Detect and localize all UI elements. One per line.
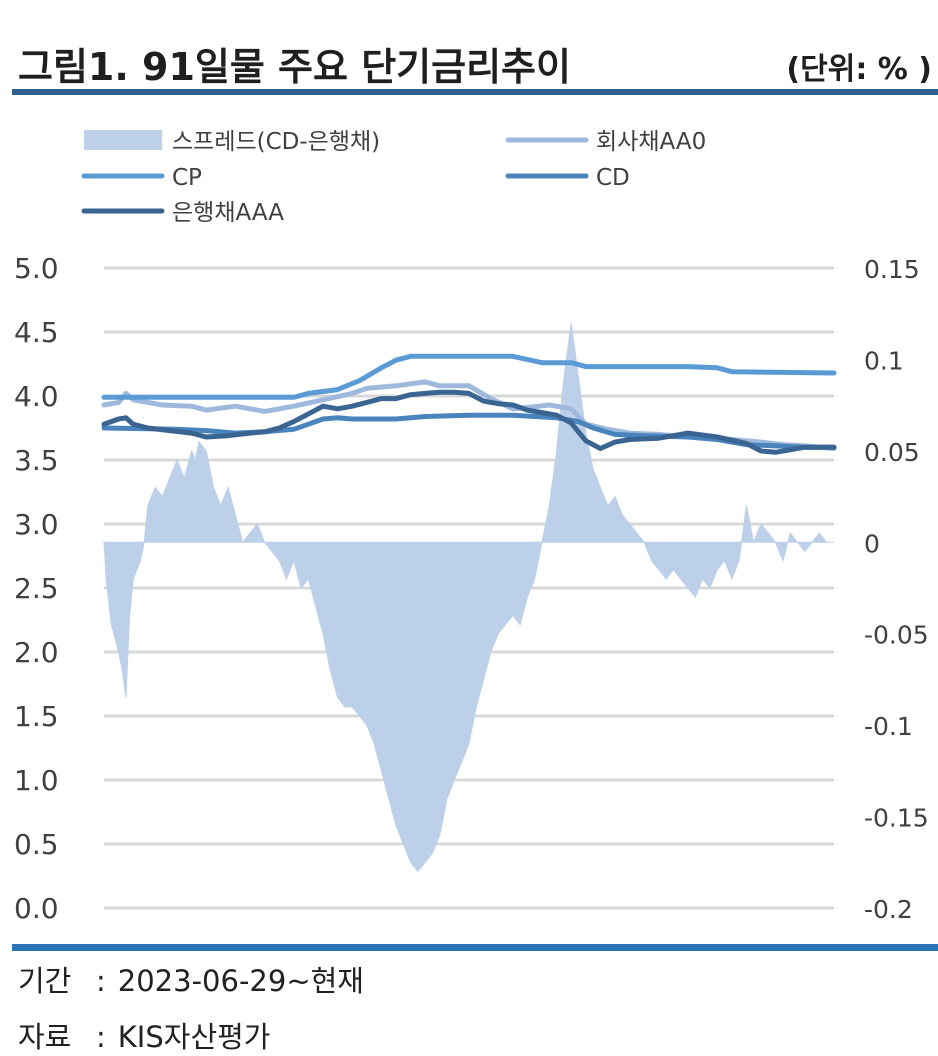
legend-spread-swatch [84,130,162,150]
period-note: 기간:2023-06-29~현재 [18,958,364,1000]
legend-spread-label: 스프레드(CD-은행채) [172,129,380,155]
source-label: 자료 [18,1020,72,1054]
bottom-divider [12,944,938,951]
series-cd-line [101,412,837,450]
y-left-tick-label: 5.0 [14,252,59,285]
series-spread-area [103,322,834,873]
y-left-tick-label: 0.5 [14,828,59,861]
legend-cp-label: CP [172,165,202,191]
y-left-tick-label: 1.0 [14,764,59,797]
legend-corp-aa0-label: 회사채AA0 [596,129,706,155]
y-right-tick-label: 0 [864,529,880,558]
y-right-tick-label: 0.05 [864,438,920,467]
y-left-tick-label: 1.5 [14,700,59,733]
y-left-tick-label: 2.0 [14,636,59,669]
y-left-tick-label: 4.0 [14,380,59,413]
period-label: 기간 [18,964,72,998]
y-right-tick-label: -0.2 [864,895,913,924]
legend-cd-label: CD [596,165,630,191]
legend-bank-aaa-label: 은행채AAA [172,200,284,226]
y-left-tick-label: 3.0 [14,508,59,541]
rate-chart: 5.0 4.5 4.0 3.5 3.0 2.5 2.0 1.5 1.0 0.5 0.0 0.15 0.1… [14,129,929,925]
y-right-tick-label: 0.1 [864,346,904,375]
period-value: 2023-06-29~현재 [117,964,364,998]
chart-title: 그림1. 91일물 주요 단기금리추이 [18,45,571,89]
unit-label: (단위: % ) [786,52,932,87]
y-right-tick-label: -0.15 [864,804,929,833]
y-left-tick-label: 4.5 [14,316,59,349]
source-value: KIS자산평가 [117,1020,271,1054]
top-divider [12,89,938,95]
source-note: 자료: KIS자산평가 [18,1014,270,1056]
y-left-tick-label: 3.5 [14,444,59,477]
y-right-tick-label: -0.1 [864,712,913,741]
series-bank-aaa-line [101,389,837,455]
y-right-tick-label: 0.15 [864,255,920,284]
y-left-tick-label: 0.0 [14,892,59,925]
series-cp-line [101,353,837,400]
y-right-tick-label: -0.05 [864,621,929,650]
y-left-tick-label: 2.5 [14,572,59,605]
